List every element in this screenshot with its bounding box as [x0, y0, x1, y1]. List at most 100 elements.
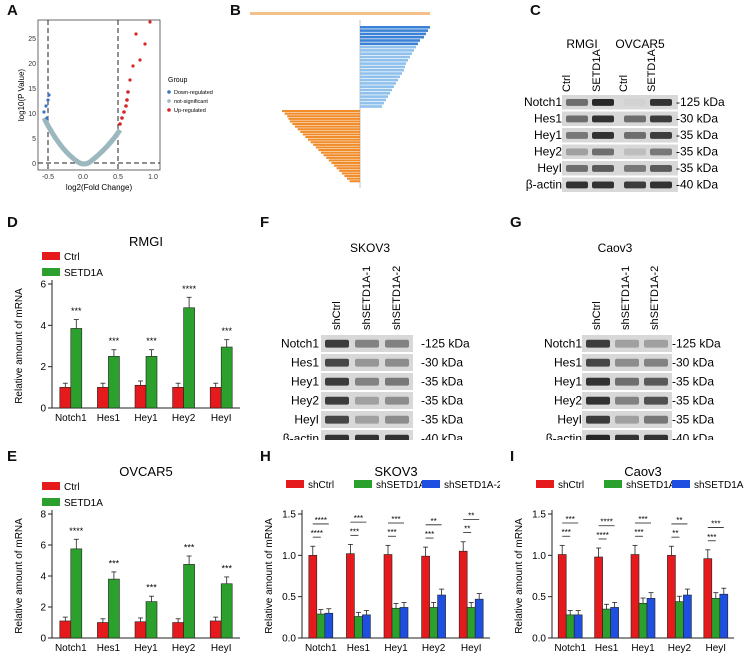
- chart-ytick-label: 1.5: [532, 510, 546, 521]
- chart-significance: ***: [109, 558, 120, 568]
- go-bar-up: [360, 85, 394, 88]
- chart-category-label: Hey1: [134, 413, 158, 424]
- blot-size-label: -35 kDa: [421, 375, 463, 389]
- blot-c-lane: Ctrl: [618, 75, 630, 92]
- chart-legend-swatch: [42, 268, 60, 276]
- chart-bar: [399, 607, 409, 639]
- blot-band: [385, 339, 409, 348]
- go-bar-down: [313, 143, 360, 146]
- chart-significance: ***: [146, 583, 157, 593]
- chart-significance: **: [676, 516, 682, 525]
- blot-band: [566, 181, 588, 189]
- panel-label-b: B: [230, 2, 241, 19]
- blot-row-label: Hes1: [554, 356, 582, 370]
- chart-ytick-label: 4: [40, 572, 46, 583]
- blot-size-label: -125 kDa: [421, 337, 470, 351]
- chart-bar: [646, 598, 656, 639]
- chart-bar: [134, 384, 147, 409]
- go-bar-up: [360, 68, 404, 72]
- go-bar-up: [360, 45, 416, 49]
- go-bar-up: [360, 35, 424, 39]
- volcano-xtick: 0.5: [113, 174, 123, 181]
- chart-ytick-label: 6: [40, 280, 46, 291]
- chart-category-label: HeyI: [211, 413, 232, 424]
- blot-band: [615, 415, 639, 424]
- go-bar-up: [360, 92, 390, 95]
- blot-size-label: -30 kDa: [676, 111, 718, 125]
- bar-chart-i: Caov3 0.0 0.5 1.0 1.5 Relative amount of mRNA…: [514, 464, 744, 654]
- go-bar-up: [360, 42, 418, 46]
- volcano-ytick: 0: [32, 161, 36, 168]
- blot-band: [592, 115, 614, 123]
- blot-band: [586, 377, 610, 386]
- panel-label-f: F: [260, 214, 270, 231]
- chart-bar: [421, 555, 430, 639]
- blot-g-lane: shSETD1A-1: [620, 266, 632, 330]
- chart-category-label: Hes1: [595, 643, 619, 654]
- blot-band: [566, 164, 588, 172]
- chart-significance: ***: [184, 543, 195, 553]
- go-bar-down: [295, 125, 360, 128]
- chart-category-label: Hey2: [172, 413, 196, 424]
- chart-bar: [220, 583, 233, 639]
- chart-bar: [711, 598, 721, 639]
- go-bar-down: [305, 136, 360, 139]
- blot-band: [644, 339, 668, 348]
- go-bar-down: [310, 141, 360, 144]
- chart-legend-swatch: [422, 480, 440, 488]
- blot-band: [624, 131, 646, 139]
- go-bar-down: [349, 180, 360, 183]
- chart-significance: ***: [387, 528, 396, 537]
- blot-size-label: -35 kDa: [672, 394, 714, 408]
- go-bar-up: [360, 82, 396, 85]
- go-bar-up: [360, 98, 386, 102]
- panel-label-a: A: [7, 2, 18, 19]
- blot-band: [644, 377, 668, 386]
- volcano-ytick: 10: [28, 111, 36, 118]
- chart-significance: ***: [566, 515, 575, 524]
- chart-significance: **: [464, 525, 470, 534]
- chart-bar: [209, 620, 222, 639]
- chart-legend-label: SETD1A: [64, 268, 103, 279]
- chart-significance: ****: [596, 531, 608, 540]
- blot-row-label: Hey1: [534, 128, 562, 142]
- go-bar-up: [360, 105, 382, 108]
- chart-bar: [172, 387, 184, 409]
- go-bar-up: [360, 32, 426, 36]
- western-blot-f: SKOV3 shCtrl shSETD1A-1 shSETD1A-2 Notch…: [281, 241, 470, 440]
- chart-significance: ***: [634, 528, 643, 537]
- blot-size-label: -125 kDa: [676, 95, 725, 109]
- blot-band: [592, 164, 614, 172]
- chart-bar: [354, 616, 363, 639]
- chart-ytick-label: 0.5: [532, 592, 546, 603]
- chart-legend-label: Ctrl: [64, 482, 80, 493]
- chart-significance: ***: [562, 528, 571, 537]
- blot-band: [586, 434, 610, 440]
- blot-band: [644, 415, 668, 424]
- chart-ytick-label: 0: [40, 634, 46, 645]
- chart-significance: ***: [221, 563, 232, 573]
- go-bar-down: [347, 177, 360, 180]
- blot-size-label: -35 kDa: [676, 128, 718, 142]
- panel-label-g: G: [510, 214, 522, 231]
- blot-row-label: HeyI: [537, 161, 562, 175]
- go-bar-down: [336, 167, 360, 170]
- blot-band: [355, 377, 379, 386]
- chart-bar: [602, 608, 611, 639]
- chart-category-label: Hes1: [347, 643, 371, 654]
- blot-g-title: Caov3: [598, 241, 633, 255]
- panel-label-d: D: [7, 214, 18, 231]
- chart-bar: [209, 387, 222, 409]
- chart-bar: [346, 553, 355, 639]
- chart-significance: ****: [69, 526, 84, 536]
- go-bar-up: [360, 88, 392, 92]
- chart-significance: ****: [311, 529, 323, 538]
- blot-band: [355, 434, 379, 440]
- bar-chart-d: RMGI 0 2 4 6 Relative amount of mRNA Ctrl SETD1…: [14, 234, 240, 424]
- chart-bar: [362, 614, 371, 639]
- chart-bar: [97, 387, 109, 409]
- chart-category-label: HeyI: [211, 643, 232, 654]
- chart-ytick-label: 8: [40, 510, 46, 521]
- blot-band: [385, 415, 409, 424]
- volcano-xlabel: log2(Fold Change): [66, 183, 133, 192]
